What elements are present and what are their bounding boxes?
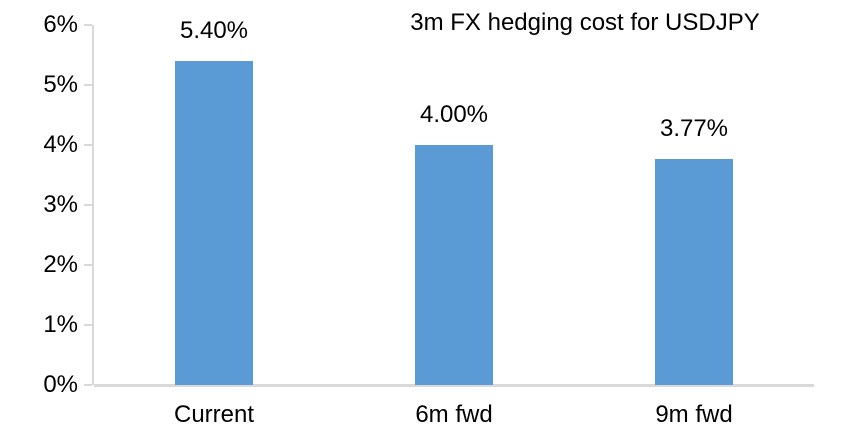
plot-area: 5.40% 4.00% 3.77%	[84, 19, 814, 387]
y-tick-label: 2%	[43, 251, 78, 278]
y-tick-label: 6%	[43, 11, 78, 38]
y-tick-mark	[84, 144, 92, 146]
y-tick-label: 0%	[43, 371, 78, 398]
y-tick-mark	[84, 324, 92, 326]
y-tick-mark	[84, 24, 92, 26]
bar-value-label: 5.40%	[179, 17, 249, 44]
y-tick-label: 3%	[43, 191, 78, 218]
x-axis-line	[94, 384, 814, 387]
y-tick-mark	[84, 204, 92, 206]
y-tick-label: 1%	[43, 311, 78, 338]
bar-current	[175, 61, 253, 385]
y-tick-mark	[84, 384, 92, 386]
y-tick-mark	[84, 264, 92, 266]
bar-6m-fwd	[415, 145, 493, 385]
y-tick-label: 4%	[43, 131, 78, 158]
x-category-label: 9m fwd	[655, 401, 733, 428]
y-tick-label: 5%	[43, 71, 78, 98]
x-category-label: 6m fwd	[415, 401, 493, 428]
bar-9m-fwd	[655, 158, 733, 385]
bar-value-label: 3.77%	[659, 114, 729, 142]
chart-title: 3m FX hedging cost for USDJPY	[410, 9, 760, 36]
y-tick-mark	[84, 84, 92, 86]
x-category-label: Current	[173, 401, 255, 428]
bar-value-label: 4.00%	[419, 101, 489, 128]
y-axis-line	[92, 25, 94, 385]
